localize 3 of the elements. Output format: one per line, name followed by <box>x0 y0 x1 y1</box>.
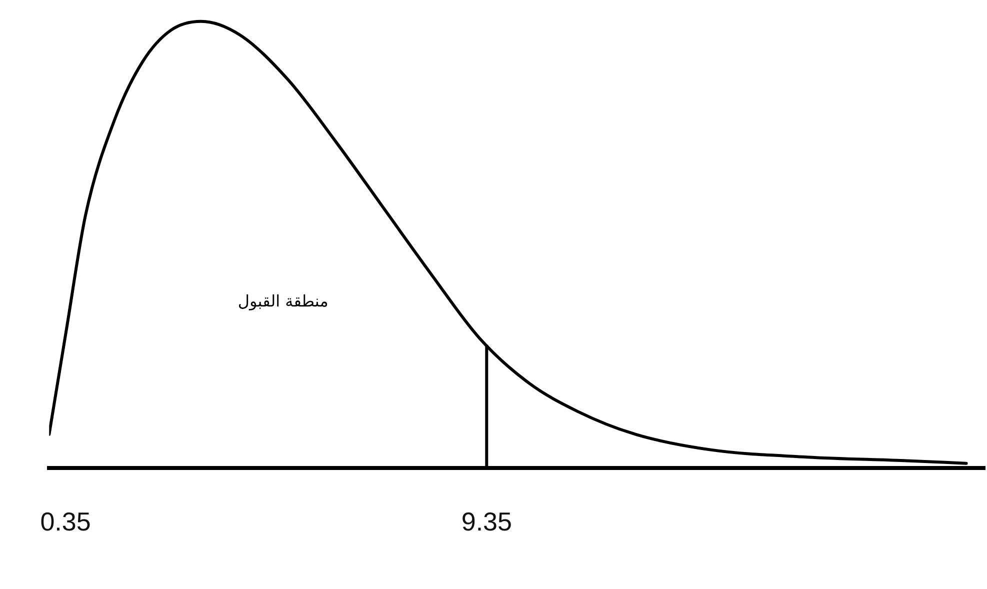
annotation: منطقة القبول <box>238 291 328 310</box>
x-tick-label: 0.35 <box>40 506 91 537</box>
x-tick-label: 9.35 <box>461 506 512 537</box>
